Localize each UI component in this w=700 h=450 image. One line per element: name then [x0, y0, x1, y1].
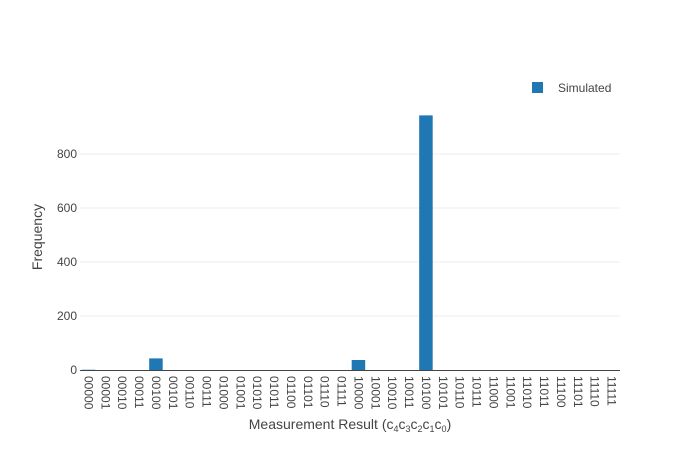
x-tick-label-01101: 01101: [301, 376, 315, 409]
x-tick-label-00011: 00011: [132, 376, 146, 409]
y-tick-label-800: 800: [57, 147, 77, 161]
y-tick-labels: 0 200 400 600 800: [57, 147, 77, 377]
x-title-base: c: [386, 416, 393, 432]
bar-00100[interactable]: [149, 358, 163, 370]
x-tick-label-10001: 10001: [368, 376, 382, 410]
legend[interactable]: Simulated: [532, 81, 611, 95]
x-title-subscript: 2: [418, 424, 423, 434]
x-tick-label-11110: 11110: [588, 376, 602, 407]
x-tick-label-00010: 00010: [115, 376, 129, 410]
x-title-subscript: 3: [406, 424, 411, 434]
x-tick-label-10111: 10111: [470, 376, 484, 408]
x-tick-label-00100: 00100: [149, 376, 163, 410]
y-axis-title: Frequency: [29, 204, 45, 270]
x-axis-title: Measurement Result (c4c3c2c1c0): [249, 416, 451, 434]
x-tick-label-00000: 00000: [81, 376, 95, 410]
legend-label-simulated[interactable]: Simulated: [558, 81, 611, 95]
x-tick-label-01111: 01111: [335, 376, 349, 407]
y-tick-label-0: 0: [70, 363, 77, 377]
x-tick-label-10011: 10011: [402, 376, 416, 409]
x-tick-label-01001: 01001: [233, 376, 247, 410]
x-title-base: c: [399, 416, 406, 432]
x-tick-label-11001: 11001: [503, 376, 517, 409]
x-title-suffix: ): [447, 416, 452, 432]
x-tick-label-11010: 11010: [520, 376, 534, 409]
x-title-subscript: 0: [442, 424, 447, 434]
y-tick-label-200: 200: [57, 309, 77, 323]
x-tick-label-10000: 10000: [351, 376, 365, 410]
y-tick-label-400: 400: [57, 255, 77, 269]
x-title-base: c: [423, 416, 430, 432]
x-tick-label-01011: 01011: [267, 376, 281, 409]
x-title-prefix: Measurement Result (: [249, 416, 387, 432]
x-tick-label-00110: 00110: [183, 376, 197, 409]
x-tick-label-01110: 01110: [318, 376, 332, 408]
x-tick-label-11101: 11101: [571, 376, 585, 408]
x-tick-label-11011: 11011: [537, 376, 551, 408]
x-tick-label-01000: 01000: [216, 376, 230, 410]
x-tick-label-00101: 00101: [166, 376, 180, 410]
bars: [81, 115, 433, 370]
bar-10100[interactable]: [419, 115, 433, 370]
x-tick-labels: 00000 00001 00010 00011 00100 00101 00110 00111…: [81, 376, 618, 410]
x-tick-label-10101: 10101: [436, 376, 450, 410]
x-tick-label-01010: 01010: [250, 376, 264, 410]
x-tick-label-11111: 11111: [605, 376, 619, 406]
bar-10000[interactable]: [351, 360, 366, 370]
x-title-subscript: 1: [430, 424, 435, 434]
x-tick-label-10100: 10100: [419, 376, 433, 410]
x-tick-label-10010: 10010: [385, 376, 399, 410]
x-tick-label-00001: 00001: [98, 376, 112, 410]
x-title-base: c: [411, 416, 418, 432]
x-tick-label-00111: 00111: [200, 376, 214, 408]
gridlines: [80, 153, 620, 317]
legend-swatch-simulated[interactable]: [532, 82, 543, 93]
x-tick-label-11000: 11000: [486, 376, 500, 409]
x-title-subscript: 4: [393, 424, 398, 434]
y-tick-label-600: 600: [57, 201, 77, 215]
x-tick-label-01100: 01100: [284, 376, 298, 409]
x-tick-label-11100: 11100: [554, 376, 568, 408]
x-tick-label-10110: 10110: [453, 376, 467, 409]
x-title-base: c: [435, 416, 442, 432]
